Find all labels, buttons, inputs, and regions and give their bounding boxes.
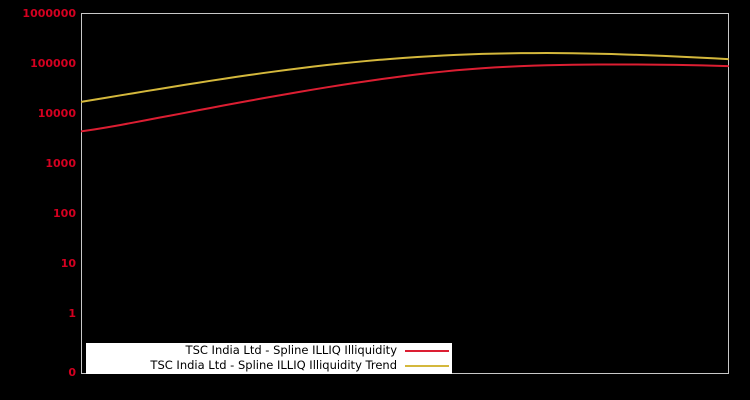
legend-item-illiquidity-trend[interactable]: TSC India Ltd - Spline ILLIQ Illiquidity… bbox=[86, 358, 452, 373]
legend-label-illiquidity: TSC India Ltd - Spline ILLIQ Illiquidity bbox=[185, 343, 397, 357]
plot-area-frame bbox=[81, 13, 729, 374]
y-axis-tick-100: 100 bbox=[53, 207, 76, 220]
legend-label-illiquidity-trend: TSC India Ltd - Spline ILLIQ Illiquidity… bbox=[150, 358, 397, 372]
y-axis-tick-1: 1 bbox=[68, 307, 76, 320]
y-axis-tick-1000000: 1000000 bbox=[22, 7, 76, 20]
y-axis-tick-10000: 10000 bbox=[37, 107, 76, 120]
y-axis-tick-0: 0 bbox=[68, 366, 76, 379]
chart-legend: TSC India Ltd - Spline ILLIQ Illiquidity… bbox=[86, 343, 452, 374]
legend-swatch-illiquidity bbox=[405, 349, 449, 352]
y-axis-tick-labels: 1000000 100000 10000 1000 100 10 1 0 bbox=[0, 0, 76, 400]
y-axis-tick-10: 10 bbox=[60, 257, 76, 270]
legend-swatch-illiquidity-trend bbox=[405, 364, 449, 367]
y-axis-tick-100000: 100000 bbox=[30, 57, 76, 70]
y-axis-tick-1000: 1000 bbox=[45, 157, 76, 170]
legend-item-illiquidity[interactable]: TSC India Ltd - Spline ILLIQ Illiquidity bbox=[86, 343, 452, 358]
